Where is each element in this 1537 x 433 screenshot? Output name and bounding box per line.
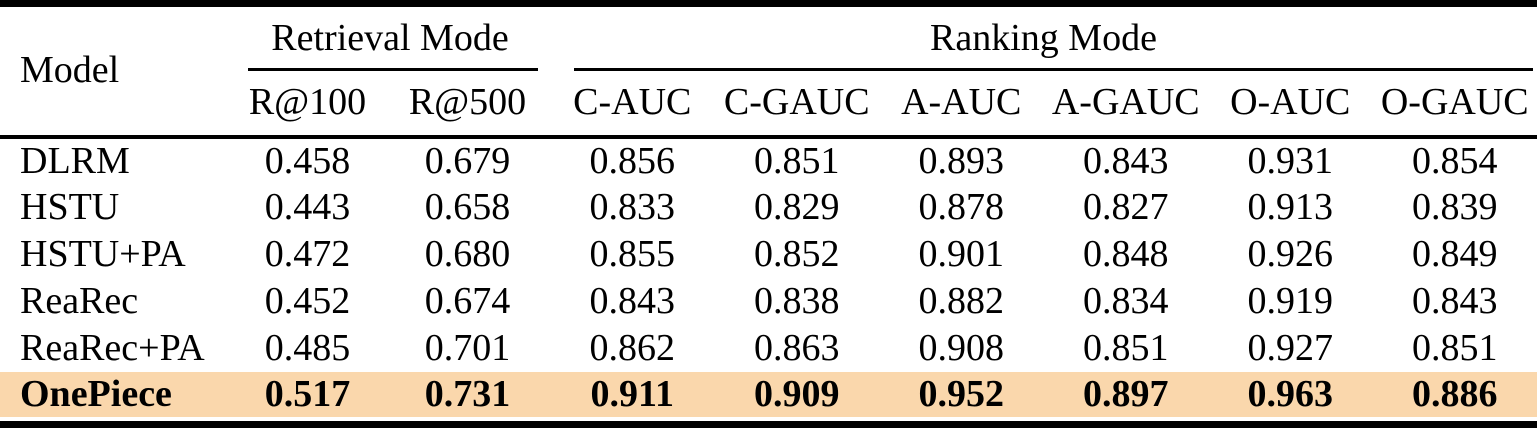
table-row-onepiece-highlighted: OnePiece 0.517 0.731 0.911 0.909 0.952 0… bbox=[0, 372, 1537, 417]
table-row-rearec: ReaRec 0.452 0.674 0.843 0.838 0.882 0.8… bbox=[0, 278, 1537, 325]
value-cell: 0.731 bbox=[424, 372, 511, 415]
value-cell: 0.833 bbox=[589, 185, 676, 228]
col-header-c-gauc: C-GAUC bbox=[714, 71, 879, 139]
value-cell: 0.855 bbox=[589, 232, 676, 275]
table-row-hstu-pa: HSTU+PA 0.472 0.680 0.855 0.852 0.901 0.… bbox=[0, 231, 1537, 278]
value-cell: 0.913 bbox=[1247, 185, 1334, 228]
column-header-model: Model bbox=[0, 7, 230, 139]
value-cell: 0.952 bbox=[918, 372, 1005, 415]
value-cell: 0.839 bbox=[1412, 185, 1498, 228]
value-cell: 0.851 bbox=[1083, 326, 1169, 369]
value-cell: 0.852 bbox=[754, 232, 840, 275]
value-cell: 0.674 bbox=[424, 279, 511, 322]
table-row-rearec-pa: ReaRec+PA 0.485 0.701 0.862 0.863 0.908 … bbox=[0, 325, 1537, 372]
group-header-retrieval-mode: Retrieval Mode bbox=[230, 7, 550, 71]
value-cell: 0.829 bbox=[754, 185, 840, 228]
model-comparison-table: Model Retrieval Mode Ranking Mode R@100 … bbox=[0, 7, 1537, 417]
col-header-c-auc: C-AUC bbox=[550, 71, 715, 139]
col-header-o-gauc: O-GAUC bbox=[1372, 71, 1537, 139]
value-cell: 0.886 bbox=[1412, 372, 1498, 415]
model-cell: ReaRec bbox=[20, 279, 139, 322]
value-cell: 0.901 bbox=[918, 232, 1005, 275]
value-cell: 0.851 bbox=[1412, 326, 1498, 369]
value-cell: 0.827 bbox=[1083, 185, 1169, 228]
col-header-r100: R@100 bbox=[230, 71, 385, 139]
model-cell: DLRM bbox=[20, 139, 130, 182]
value-cell: 0.849 bbox=[1412, 232, 1498, 275]
value-cell: 0.838 bbox=[754, 279, 840, 322]
value-cell: 0.927 bbox=[1247, 326, 1334, 369]
table-row-dlrm: DLRM 0.458 0.679 0.856 0.851 0.893 0.843… bbox=[0, 137, 1537, 184]
value-cell: 0.862 bbox=[589, 326, 676, 369]
group-header-ranking-mode: Ranking Mode bbox=[550, 7, 1537, 71]
value-cell: 0.834 bbox=[1083, 279, 1169, 322]
value-cell: 0.851 bbox=[754, 139, 840, 182]
value-cell: 0.893 bbox=[918, 139, 1005, 182]
value-cell: 0.848 bbox=[1083, 232, 1169, 275]
value-cell: 0.856 bbox=[589, 139, 676, 182]
value-cell: 0.911 bbox=[590, 372, 674, 415]
value-cell: 0.443 bbox=[264, 185, 351, 228]
value-cell: 0.843 bbox=[1412, 279, 1498, 322]
value-cell: 0.909 bbox=[754, 372, 840, 415]
value-cell: 0.854 bbox=[1412, 139, 1498, 182]
value-cell: 0.882 bbox=[918, 279, 1005, 322]
value-cell: 0.658 bbox=[424, 185, 511, 228]
value-cell: 0.517 bbox=[264, 372, 351, 415]
sub-header-row: R@100 R@500 C-AUC C-GAUC A-AUC A-GAUC O-… bbox=[0, 71, 1537, 139]
value-cell: 0.931 bbox=[1247, 139, 1334, 182]
group-header-row: Model Retrieval Mode Ranking Mode bbox=[0, 7, 1537, 139]
model-cell: HSTU+PA bbox=[20, 232, 186, 275]
value-cell: 0.863 bbox=[754, 326, 840, 369]
value-cell: 0.472 bbox=[264, 232, 351, 275]
model-cell: OnePiece bbox=[20, 372, 172, 415]
col-header-a-auc: A-AUC bbox=[879, 71, 1044, 139]
value-cell: 0.897 bbox=[1083, 372, 1169, 415]
table-row-hstu: HSTU 0.443 0.658 0.833 0.829 0.878 0.827… bbox=[0, 184, 1537, 231]
col-header-a-gauc: A-GAUC bbox=[1043, 71, 1208, 139]
value-cell: 0.963 bbox=[1247, 372, 1334, 415]
value-cell: 0.843 bbox=[589, 279, 676, 322]
value-cell: 0.458 bbox=[264, 139, 351, 182]
value-cell: 0.926 bbox=[1247, 232, 1334, 275]
col-header-o-auc: O-AUC bbox=[1208, 71, 1373, 139]
value-cell: 0.878 bbox=[918, 185, 1005, 228]
value-cell: 0.843 bbox=[1083, 139, 1169, 182]
value-cell: 0.701 bbox=[424, 326, 511, 369]
value-cell: 0.919 bbox=[1247, 279, 1334, 322]
model-cell: ReaRec+PA bbox=[20, 326, 205, 369]
value-cell: 0.452 bbox=[264, 279, 351, 322]
table-body: DLRM 0.458 0.679 0.856 0.851 0.893 0.843… bbox=[0, 137, 1537, 417]
model-cell: HSTU bbox=[20, 185, 120, 228]
value-cell: 0.908 bbox=[918, 326, 1005, 369]
table-header: Model Retrieval Mode Ranking Mode R@100 … bbox=[0, 7, 1537, 139]
value-cell: 0.680 bbox=[424, 232, 511, 275]
col-header-r500: R@500 bbox=[385, 71, 550, 139]
value-cell: 0.485 bbox=[264, 326, 351, 369]
value-cell: 0.679 bbox=[424, 139, 511, 182]
